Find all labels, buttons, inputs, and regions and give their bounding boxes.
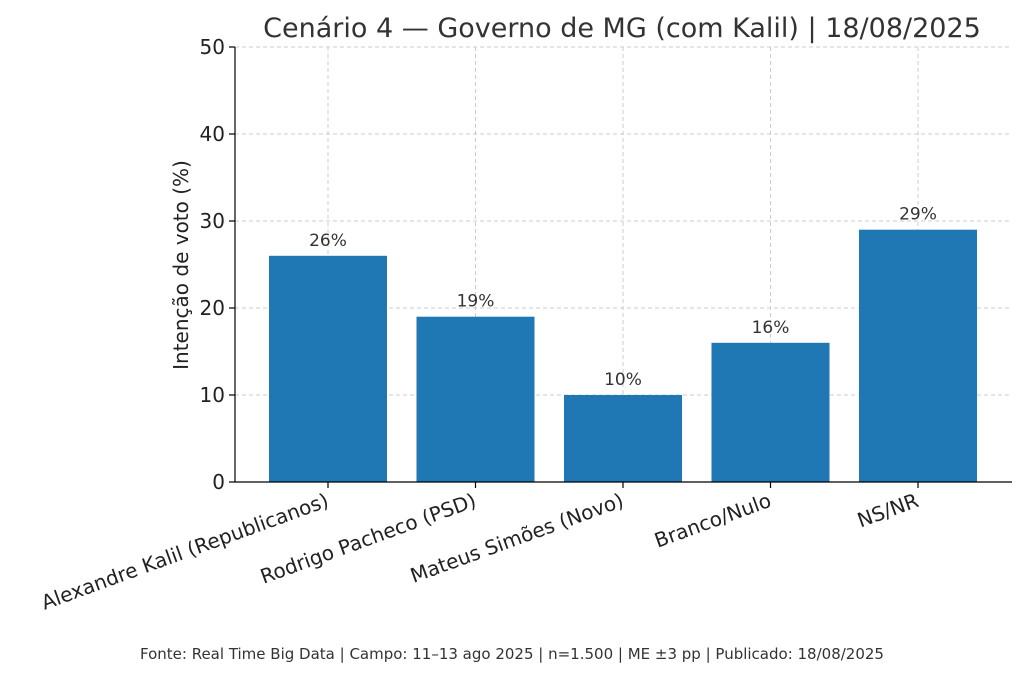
x-tick-label-0: Alexandre Kalil (Republicanos) (38, 488, 332, 614)
bar-3 (711, 342, 830, 482)
data-label-1: 19% (457, 292, 495, 312)
source-note: Fonte: Real Time Big Data | Campo: 11–13… (140, 645, 884, 663)
bar-0 (269, 255, 387, 482)
data-label-0: 26% (309, 231, 347, 251)
y-ticks: 0 10 20 30 40 50 (200, 35, 235, 494)
x-ticks: Alexandre Kalil (Republicanos)Rodrigo Pa… (38, 482, 922, 615)
y-tick-label: 30 (200, 209, 225, 233)
y-tick-label: 0 (212, 470, 225, 494)
y-tick-label: 20 (200, 296, 225, 320)
bar-1 (416, 316, 535, 482)
data-labels: 26% 19% 10% 16% 29% (309, 205, 937, 390)
data-label-3: 16% (752, 318, 790, 338)
y-tick-label: 10 (200, 383, 225, 407)
y-tick-label: 50 (200, 35, 225, 59)
bar-2 (564, 395, 682, 482)
bars (269, 229, 977, 482)
data-label-2: 10% (604, 370, 642, 390)
y-axis-label: Intenção de voto (%) (169, 160, 193, 370)
x-tick-label-4: NS/NR (854, 488, 922, 532)
x-tick-label-3: Branco/Nulo (651, 488, 774, 552)
bar-4 (859, 229, 977, 482)
y-tick-label: 40 (200, 122, 225, 146)
data-label-4: 29% (899, 205, 937, 225)
chart-title: Cenário 4 — Governo de MG (com Kalil) | … (263, 13, 981, 44)
